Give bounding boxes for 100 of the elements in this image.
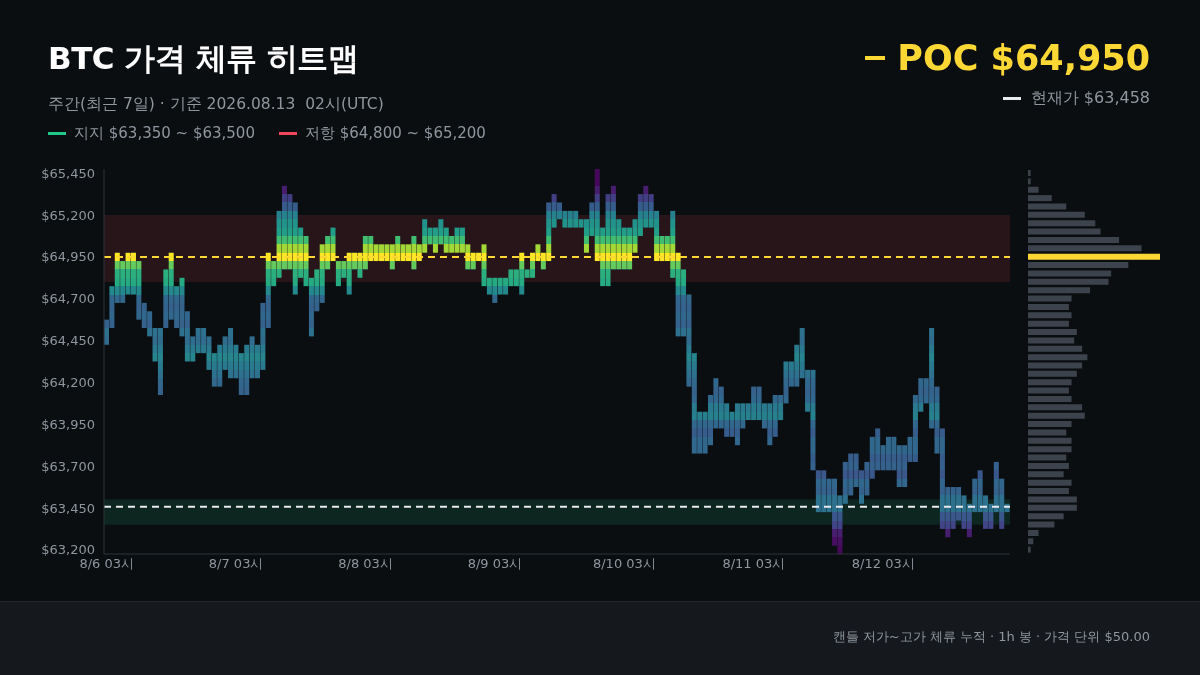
bar [260,302,266,370]
bar [821,470,827,513]
bar [627,227,633,270]
bar [1028,421,1072,428]
bar [335,261,341,287]
bar [389,244,395,270]
bar [319,244,325,303]
bar [988,503,994,529]
bar [438,219,444,245]
bar [999,478,1005,529]
bar [578,219,584,228]
bar [1028,412,1085,419]
bar [432,227,438,253]
bar [168,252,174,320]
bar [637,194,643,236]
chart-subtitle: 주간(최근 7일) · 기준 2026.08.13 02시(UTC) [48,94,384,115]
bar [217,344,223,387]
bar [222,336,228,370]
bar [977,470,983,513]
bar [686,294,692,387]
bar [1028,471,1064,478]
bar [1028,513,1064,520]
bar [842,461,848,504]
bar [1028,178,1031,185]
bar [810,369,816,471]
bar [228,328,234,379]
bar [869,436,875,479]
text: 캔들 저가~고가 체류 누적 · 1h 봉 · 가격 단위 $50.00 [832,628,1150,646]
bar [303,235,309,287]
bar [1028,211,1085,218]
bar [934,386,940,454]
bar [788,361,794,387]
bar [1028,454,1067,461]
bar [384,244,390,262]
bar [206,336,212,370]
chart-title: BTC 가격 체류 히트맵 [48,39,359,78]
bar [546,202,552,262]
bar [141,302,147,329]
bar [972,478,978,513]
bar [308,277,314,337]
bar [1028,479,1072,486]
bar [799,328,805,379]
x-tick-label: 8/12 03시 [851,556,915,572]
y-tick-label: $64,950 [41,249,95,265]
bar [535,244,541,262]
bar [1028,312,1072,319]
bar [1028,329,1077,336]
bar [966,503,972,538]
bar [1028,370,1077,377]
bar [654,210,660,262]
bar [211,353,217,387]
bar [659,235,665,262]
bar [238,353,244,395]
bar [681,269,687,337]
bar [616,219,622,270]
bar [427,227,433,245]
y-tick-label: $64,450 [41,333,95,349]
bar [610,185,616,270]
bar [729,411,735,437]
bar [395,235,401,262]
bar [1028,345,1083,352]
bar [298,227,304,278]
bar [1028,446,1072,453]
bar [1028,354,1088,361]
bar [956,487,962,521]
bar [1028,362,1083,369]
bar [875,428,881,471]
bar [734,403,740,446]
x-tick-label: 8/6 03시 [79,556,134,572]
bar [373,244,379,262]
bar [190,336,196,362]
bar [907,436,913,462]
bar [454,227,460,253]
bar [1028,220,1096,227]
bar [287,194,293,270]
bar [244,344,250,395]
bar [1028,429,1067,436]
bar [664,235,670,262]
bar [1028,195,1052,202]
bar [1028,529,1039,536]
bar [147,311,153,337]
y-tick-label: $65,200 [41,207,95,223]
bar [939,428,945,529]
bar [691,353,697,454]
y-tick-label: $63,450 [41,500,95,516]
bar [864,461,870,496]
bar [1028,303,1069,310]
bar [670,210,676,278]
bar [540,252,546,270]
bar [379,244,385,262]
bar [767,403,773,446]
bar [1028,262,1129,269]
bar [1028,395,1072,402]
x-tick-label: 8/10 03시 [592,556,656,572]
bar [513,269,519,287]
bar [891,436,897,471]
bar [195,328,201,354]
bar [923,378,929,404]
bar [562,210,568,228]
bar [271,261,277,287]
